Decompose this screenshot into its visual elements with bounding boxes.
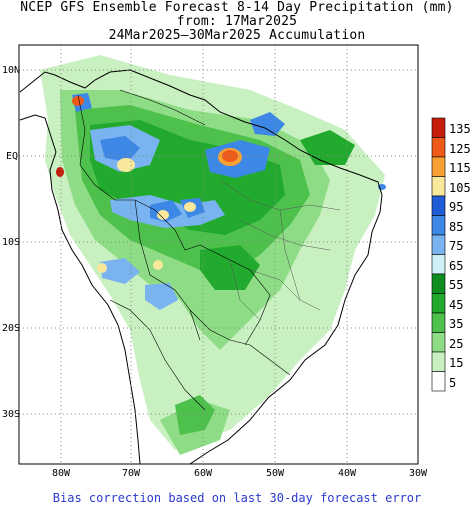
bias-correction-note: Bias correction based on last 30-day for… — [52, 491, 422, 505]
colorbar-label: 5 — [449, 375, 457, 390]
colorbar-swatch — [431, 215, 446, 236]
colorbar-label: 115 — [449, 161, 471, 175]
colorbar-swatch — [431, 176, 446, 197]
colorbar-label: 35 — [449, 317, 464, 331]
colorbar-label: 95 — [449, 200, 464, 214]
graticule — [19, 45, 418, 464]
lat-label-10n: 10N — [2, 65, 21, 76]
colorbar-swatch — [431, 371, 446, 392]
lat-label-30s: 30S — [2, 409, 21, 420]
colorbar-swatch — [431, 195, 446, 216]
lon-label-80w: 80W — [51, 468, 71, 479]
colorbar-label: 25 — [449, 336, 464, 351]
colorbar-swatch — [431, 273, 446, 294]
colorbar-label: 75 — [449, 239, 464, 253]
colorbar-label: 45 — [449, 297, 464, 312]
map-title-line-3: 24Mar2025–30Mar2025 Accumulation — [108, 28, 366, 43]
map-title-line-1: NCEP GFS Ensemble Forecast 8-14 Day Prec… — [20, 0, 454, 15]
colorbar-swatch — [431, 351, 446, 372]
colorbar-label: 105 — [449, 180, 471, 195]
colorbar-label: 125 — [449, 141, 471, 156]
lon-label-40w: 40W — [337, 468, 357, 479]
colorbar-label: 85 — [449, 219, 464, 234]
lat-label-10s: 10S — [2, 237, 21, 248]
lat-label-eq: EQ — [5, 151, 18, 162]
map-title-line-2: from: 17Mar2025 — [176, 14, 298, 29]
lon-label-70w: 70W — [121, 468, 141, 479]
colorbar-swatch — [431, 117, 446, 138]
colorbar-swatch — [431, 293, 446, 314]
precip-field — [40, 55, 386, 455]
colorbar-label: 135 — [449, 122, 471, 136]
lat-label-20s: 20S — [2, 323, 21, 334]
coastlines — [19, 69, 383, 464]
colorbar-swatch — [431, 156, 446, 177]
colorbar-label: 55 — [449, 278, 464, 292]
country-borders — [77, 89, 291, 411]
colorbar — [431, 117, 446, 392]
colorbar-swatch — [431, 312, 446, 333]
lon-label-30w: 30W — [408, 468, 428, 479]
lon-label-50w: 50W — [265, 468, 285, 479]
state-borders — [219, 179, 341, 321]
colorbar-swatch — [431, 234, 446, 255]
colorbar-swatch — [431, 332, 446, 353]
lon-label-60w: 60W — [193, 468, 213, 479]
colorbar-swatch — [431, 254, 446, 275]
colorbar-label: 65 — [449, 258, 464, 273]
colorbar-label: 15 — [449, 356, 464, 370]
map-frame — [18, 44, 419, 465]
colorbar-swatch — [431, 137, 446, 158]
